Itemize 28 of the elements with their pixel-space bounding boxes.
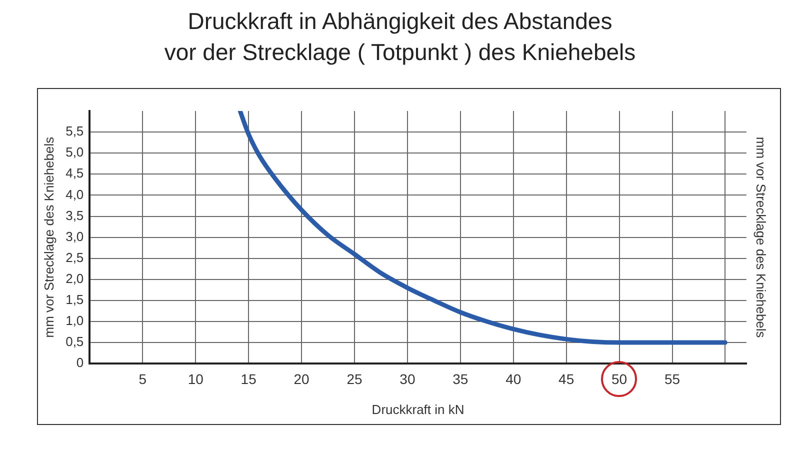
y-tick-label: 2,0 bbox=[66, 270, 84, 286]
x-tick-label: 10 bbox=[188, 370, 204, 387]
y-tick-label: 2,5 bbox=[66, 250, 84, 265]
x-tick-label: 20 bbox=[294, 370, 310, 387]
x-tick-label: 55 bbox=[664, 370, 680, 387]
y-tick-label: 4,5 bbox=[66, 166, 84, 181]
x-tick-label: 35 bbox=[452, 370, 468, 387]
y-tick-label: 0 bbox=[76, 355, 84, 370]
y-axis-title: mm vor Strecklage des Kniehebels bbox=[41, 136, 56, 338]
y-tick-label: 1,0 bbox=[66, 313, 84, 328]
x-tick-label: 30 bbox=[400, 370, 416, 387]
y-tick-label: 4,0 bbox=[66, 186, 84, 202]
x-axis-title: Druckkraft in kN bbox=[372, 402, 464, 417]
x-tick-label: 5 bbox=[138, 370, 147, 387]
y-tick-label: 3,5 bbox=[66, 208, 84, 223]
x-tick-label: 40 bbox=[506, 370, 522, 387]
x-tick-label: 50 bbox=[612, 370, 628, 387]
y-tick-label: 1,5 bbox=[66, 292, 84, 308]
y2-axis-title: mm vor Strecklage des Kniehebels bbox=[754, 136, 769, 338]
y-tick-label: 5,5 bbox=[66, 124, 84, 139]
chart-title: Druckkraft in Abhängigkeit des Abstandes vor der Strecklage ( Totpunkt ) des Kniehebels bbox=[163, 7, 637, 67]
x-tick-label: 15 bbox=[240, 370, 257, 387]
x-tick-label: 45 bbox=[558, 370, 574, 387]
y-tick-label: 3,0 bbox=[66, 228, 84, 244]
y-tick-label: 0,5 bbox=[66, 334, 84, 350]
x-tick-label: 25 bbox=[346, 370, 362, 387]
y-tick-label: 5,0 bbox=[66, 144, 84, 160]
line-series bbox=[238, 111, 728, 345]
